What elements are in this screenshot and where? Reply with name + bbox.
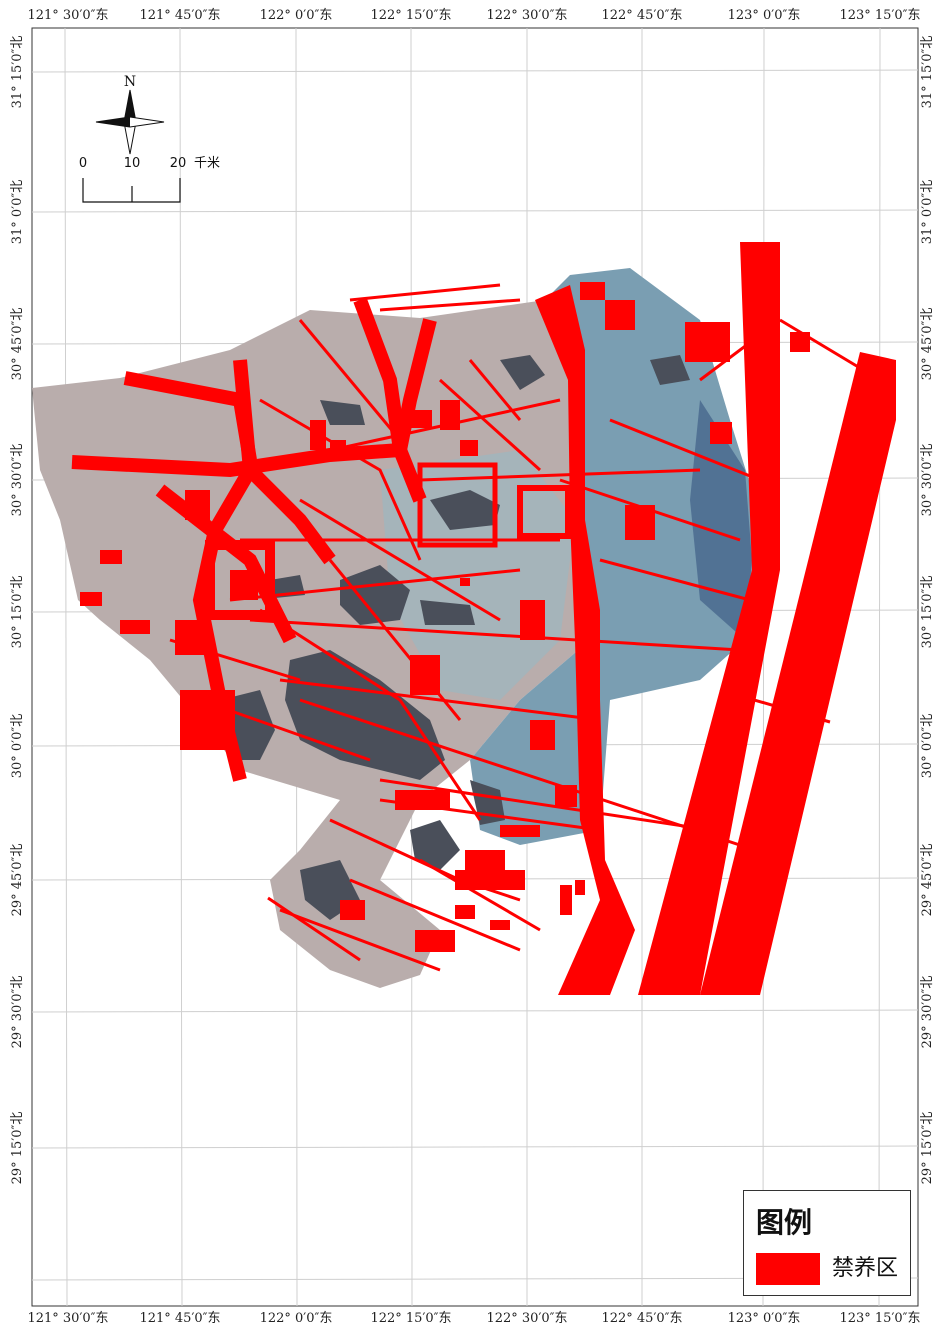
top-tick-label: 122° 30′0″东 bbox=[486, 8, 567, 23]
right-tick-label: 30° 15′0″北 bbox=[920, 576, 935, 649]
top-tick-label: 122° 0′0″东 bbox=[260, 8, 333, 23]
legend-title: 图例 bbox=[756, 1206, 813, 1239]
right-tick-label: 30° 30′0″北 bbox=[920, 444, 935, 517]
deep-sea-area bbox=[690, 400, 752, 640]
legend-label-prohibited: 禁养区 bbox=[832, 1256, 899, 1281]
zone-corridor-east-2 bbox=[700, 352, 896, 995]
top-tick-label: 121° 45′0″东 bbox=[139, 8, 220, 23]
left-tick-label: 29° 30′0″北 bbox=[10, 976, 25, 1049]
graticule bbox=[31, 27, 919, 1307]
bottom-tick-label: 123° 0′0″东 bbox=[728, 1311, 801, 1326]
sea-area bbox=[470, 268, 752, 845]
right-tick-label: 31° 15′0″北 bbox=[920, 36, 935, 109]
top-tick-label: 123° 15′0″东 bbox=[839, 8, 920, 23]
scale-label-0: 0 bbox=[79, 156, 87, 171]
north-arrow: N bbox=[95, 74, 165, 155]
left-tick-labels: 31° 15′0″北 31° 0′0″北 30° 45′0″北 30° 30′0″北 3… bbox=[10, 36, 25, 1185]
top-tick-label: 122° 45′0″东 bbox=[601, 8, 682, 23]
left-tick-label: 31° 0′0″北 bbox=[10, 180, 25, 245]
bottom-tick-label: 121° 30′0″东 bbox=[27, 1311, 108, 1326]
zone-blocks bbox=[80, 282, 810, 952]
right-tick-labels: 31° 15′0″北 31° 0′0″北 30° 45′0″北 30° 30′0″北 3… bbox=[920, 36, 935, 1185]
north-arrow-label: N bbox=[124, 74, 136, 90]
zone-corridor-east-1 bbox=[638, 242, 780, 995]
scale-label-20: 20 bbox=[170, 156, 187, 171]
right-tick-label: 30° 45′0″北 bbox=[920, 308, 935, 381]
right-tick-label: 30° 0′0″北 bbox=[920, 714, 935, 779]
top-tick-label: 123° 0′0″东 bbox=[728, 8, 801, 23]
left-tick-label: 29° 15′0″北 bbox=[10, 1112, 25, 1185]
bottom-tick-label: 123° 15′0″东 bbox=[839, 1311, 920, 1326]
top-tick-label: 121° 30′0″东 bbox=[27, 8, 108, 23]
scale-bar: 0 10 20 千米 bbox=[79, 156, 220, 203]
scale-label-10: 10 bbox=[124, 156, 141, 171]
top-tick-label: 122° 15′0″东 bbox=[370, 8, 451, 23]
left-tick-label: 30° 0′0″北 bbox=[10, 714, 25, 779]
right-tick-label: 29° 15′0″北 bbox=[920, 1112, 935, 1185]
legend: 图例 禁养区 bbox=[743, 1190, 911, 1296]
bottom-tick-label: 122° 30′0″东 bbox=[486, 1311, 567, 1326]
right-tick-label: 31° 0′0″北 bbox=[920, 180, 935, 245]
left-tick-label: 29° 45′0″北 bbox=[10, 844, 25, 917]
zone-channels-thin bbox=[169, 283, 881, 972]
scale-unit: 千米 bbox=[194, 156, 220, 171]
bottom-tick-label: 122° 15′0″东 bbox=[370, 1311, 451, 1326]
left-tick-label: 30° 15′0″北 bbox=[10, 576, 25, 649]
left-tick-label: 30° 45′0″北 bbox=[10, 308, 25, 381]
bottom-tick-labels: 121° 30′0″东 121° 45′0″东 122° 0′0″东 122° 15′… bbox=[27, 1311, 920, 1326]
bottom-tick-label: 122° 45′0″东 bbox=[601, 1311, 682, 1326]
right-tick-label: 29° 45′0″北 bbox=[920, 844, 935, 917]
top-tick-labels: 121° 30′0″东 121° 45′0″东 122° 0′0″东 122° 15′… bbox=[27, 8, 920, 23]
prohibited-zones bbox=[71, 242, 896, 995]
left-tick-label: 31° 15′0″北 bbox=[10, 36, 25, 109]
right-tick-label: 29° 30′0″北 bbox=[920, 976, 935, 1049]
bottom-tick-label: 121° 45′0″东 bbox=[139, 1311, 220, 1326]
legend-swatch-prohibited bbox=[756, 1253, 820, 1285]
bottom-tick-label: 122° 0′0″东 bbox=[260, 1311, 333, 1326]
left-tick-label: 30° 30′0″北 bbox=[10, 444, 25, 517]
